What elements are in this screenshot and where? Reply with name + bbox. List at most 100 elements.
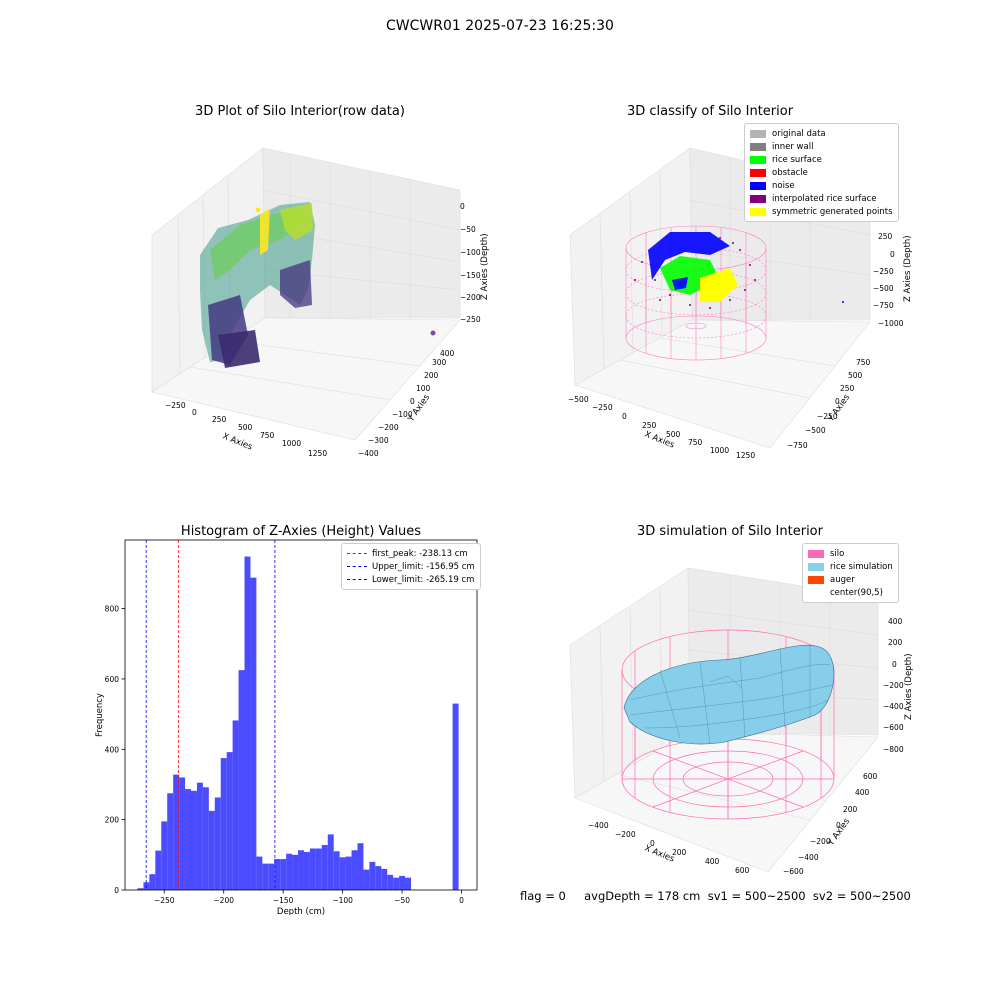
histogram-bar — [232, 720, 239, 890]
legend-item-first-peak: first_peak: -238.13 cm — [347, 547, 475, 560]
panel1-ytick-5: 100 — [416, 384, 431, 393]
panel2-xtick-1: −250 — [592, 403, 613, 412]
histogram-xtick-label: −150 — [273, 896, 294, 905]
histogram-legend: first_peak: -238.13 cm Upper_limit: -156… — [341, 543, 481, 590]
panel1-xtick-4: 750 — [260, 431, 275, 440]
panel4-ytick-5: 400 — [855, 788, 870, 797]
histogram-bar — [173, 774, 180, 890]
panel2-z-ticks: 500 250 0 −250 −500 −750 −1000 — [873, 215, 904, 328]
legend-swatch — [808, 575, 824, 584]
panel4-xtick-1: −200 — [615, 830, 636, 839]
panel2-ztick-2: 0 — [890, 250, 895, 259]
panel1-ytick-7: 300 — [432, 358, 447, 367]
panel1-ytick-4: 0 — [410, 397, 415, 406]
panel1-point-cloud — [200, 202, 436, 368]
panel2-ztick-5: −750 — [873, 301, 894, 310]
panel4-xtick-3: 200 — [672, 848, 687, 857]
panel4-ytick-4: 200 — [843, 805, 858, 814]
histogram-bar — [274, 859, 281, 890]
panel4-ztick-2: 0 — [892, 660, 897, 669]
legend-swatch — [750, 155, 766, 164]
histogram-bar — [381, 868, 388, 890]
panel2-xtick-3: 250 — [642, 421, 657, 430]
panel1-xtick-6: 1250 — [308, 449, 327, 458]
panel4-zlabel: Z Axies (Depth) — [904, 653, 914, 720]
panel2-ytick-6: 750 — [856, 358, 871, 367]
histogram-bar — [280, 859, 287, 890]
panel4-xlabel: X Axies — [643, 844, 676, 865]
legend-line — [347, 579, 367, 580]
legend-item-auger: auger — [808, 573, 893, 586]
histogram-y-ticks: 0 200 400 600 800 — [105, 605, 125, 895]
legend-item-lower-limit: Lower_limit: -265.19 cm — [347, 573, 475, 586]
histogram-ylabel: Frequency — [95, 693, 105, 737]
histogram-bar — [220, 758, 227, 890]
panel1-ytick-8: 400 — [440, 349, 455, 358]
legend-swatch — [808, 549, 824, 558]
panel2-ztick-1: 250 — [878, 232, 893, 241]
histogram-bar — [345, 856, 352, 890]
panel1-xtick-3: 500 — [238, 423, 253, 432]
panel2-xtick-4: 500 — [666, 430, 681, 439]
histogram-bar — [357, 843, 364, 890]
panel2-ztick-4: −500 — [873, 284, 894, 293]
panel4-x-ticks: −400 −200 0 200 400 600 — [588, 821, 750, 875]
histogram-bar — [191, 790, 197, 890]
histogram-ytick-label: 0 — [114, 886, 119, 895]
histogram-bar — [375, 866, 382, 890]
histogram-bar — [327, 834, 334, 890]
panel1-ztick-1: −50 — [460, 225, 476, 234]
panel4-ztick-5: −600 — [883, 723, 904, 732]
histogram-bar — [363, 869, 370, 890]
histogram-bar — [399, 875, 406, 890]
panel2-xtick-6: 1000 — [710, 446, 729, 455]
panel4-ztick-1: 200 — [888, 638, 903, 647]
panel2-legend: original data inner wall rice surface ob… — [744, 123, 899, 222]
legend-swatch — [750, 207, 766, 216]
legend-item-inner-wall: inner wall — [750, 140, 893, 153]
histogram-ytick-label: 400 — [105, 745, 120, 754]
panel1-ytick-1: −300 — [368, 436, 389, 445]
histogram-bar — [268, 863, 275, 890]
histogram-x-ticks: −250 −200 −150 −100 −50 0 — [154, 890, 464, 905]
histogram-bar — [149, 874, 156, 890]
panel2-y-ticks: −750 −500 −250 0 250 500 750 — [787, 358, 871, 450]
histogram-bar — [339, 857, 346, 890]
legend-line — [347, 566, 367, 567]
panel4-ztick-4: −400 — [883, 702, 904, 711]
panel1-xtick-0: −250 — [165, 401, 186, 410]
histogram-bar — [452, 703, 459, 890]
panel2-grid — [599, 157, 871, 399]
panel2-ytick-1: −500 — [805, 426, 826, 435]
panel4-ytick-3: 0 — [836, 821, 841, 830]
histogram-bar — [155, 850, 162, 890]
histogram-ytick-label: 800 — [105, 605, 120, 614]
histogram-bar — [315, 848, 322, 890]
histogram-bar — [179, 777, 186, 890]
panel1-ztick-4: −200 — [460, 293, 481, 302]
legend-swatch — [808, 589, 824, 597]
panel1-ztick-5: −250 — [460, 315, 481, 324]
panel1-ytick-2: −200 — [378, 423, 399, 432]
panel1-xtick-5: 1000 — [282, 439, 301, 448]
panel4-ytick-2: −200 — [810, 837, 831, 846]
histogram-bar — [286, 853, 293, 890]
histogram-bar — [226, 752, 233, 890]
histogram-ytick-label: 600 — [105, 675, 120, 684]
legend-item-silo: silo — [808, 547, 893, 560]
panel2-xtick-2: 0 — [622, 412, 627, 421]
panel4-y-ticks: −600 −400 −200 0 200 400 600 — [783, 772, 878, 876]
histogram-chart: −250 −200 −150 −100 −50 0 0 200 400 600 800 Depth… — [95, 539, 478, 915]
legend-swatch — [750, 168, 766, 177]
panel1-z-ticks: 0 −50 −100 −150 −200 −250 — [460, 202, 481, 324]
panel2-xtick-7: 1250 — [736, 451, 755, 460]
panel2-ztick-6: −1000 — [878, 319, 904, 328]
histogram-bar — [262, 863, 269, 890]
panel3-title: Histogram of Z-Axies (Height) Values — [180, 524, 422, 539]
panel4-xtick-2: 0 — [650, 839, 655, 848]
panel1-ytick-0: −400 — [358, 449, 379, 458]
panel1-ytick-6: 200 — [424, 371, 439, 380]
panel4-ztick-6: −800 — [883, 745, 904, 754]
histogram-ytick-label: 200 — [105, 816, 120, 825]
panel4-rice-mesh — [629, 645, 833, 745]
